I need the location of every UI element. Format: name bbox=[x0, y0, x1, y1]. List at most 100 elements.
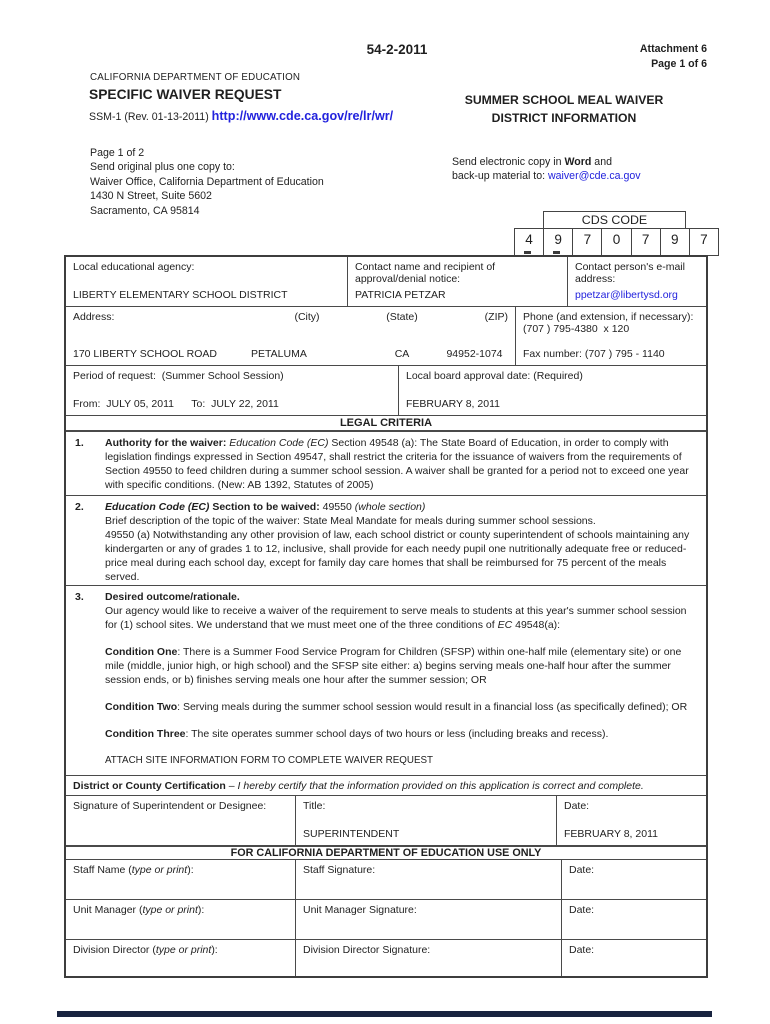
address-values: 170 LIBERTY SCHOOL ROAD PETALUMA CA 9495… bbox=[73, 348, 508, 360]
electronic-copy-instructions: Send electronic copy in Word and back-up… bbox=[452, 155, 641, 184]
title-cell: Title: SUPERINTENDENT bbox=[295, 796, 556, 845]
unit-manager-date-label: Date: bbox=[569, 904, 595, 916]
cds-digit-5: 7 bbox=[630, 229, 660, 255]
board-approval-value: FEBRUARY 8, 2011 bbox=[406, 398, 500, 410]
unit-manager-label: Unit Manager (type or print): bbox=[73, 904, 205, 916]
document-number: 54-2-2011 bbox=[366, 42, 428, 57]
staff-name-label: Staff Name (type or print): bbox=[73, 864, 194, 876]
legal-item-1: 1. Authority for the waiver: Education C… bbox=[66, 432, 706, 495]
lea-cell: Local educational agency: LIBERTY ELEMEN… bbox=[66, 257, 347, 306]
cds-code-header: CDS CODE bbox=[543, 211, 686, 229]
cds-digit-2: 9 bbox=[543, 229, 572, 255]
contact-cell: Contact name and recipient of approval/d… bbox=[347, 257, 567, 306]
address-label: Address: bbox=[73, 311, 115, 323]
backup-material-label: back-up material to: bbox=[452, 170, 548, 183]
attach-site-note: ATTACH SITE INFORMATION FORM TO COMPLETE… bbox=[105, 755, 434, 766]
electronic-copy-line1: Send electronic copy in Word and bbox=[452, 156, 612, 168]
cds-clipped-digit-fragment bbox=[524, 251, 531, 254]
condition-two: Condition Two: Serving meals during the … bbox=[105, 701, 688, 713]
staff-signature-label: Staff Signature: bbox=[303, 864, 376, 876]
legal-item-2: 2. Education Code (EC) Section to be wai… bbox=[66, 495, 706, 585]
item-1-text: Authority for the waiver: Education Code… bbox=[105, 437, 689, 491]
signature-date-label: Date: bbox=[564, 800, 590, 812]
mailing-instructions: Page 1 of 2 Send original plus one copy … bbox=[90, 146, 324, 218]
period-label: Period of request: (Summer School Sessio… bbox=[73, 370, 284, 382]
email-label: Contact person's e-mail address: bbox=[575, 261, 685, 285]
page-separator-bar bbox=[57, 1011, 712, 1017]
cde-waiver-url-link[interactable]: http://www.cde.ca.gov/re/lr/wr/ bbox=[211, 109, 394, 123]
phone-label: Phone (and extension, if necessary): bbox=[523, 311, 694, 323]
form-title: SPECIFIC WAIVER REQUEST bbox=[89, 87, 282, 102]
page-note: Page 1 of 2 bbox=[90, 147, 145, 159]
waiver-email-link[interactable]: waiver@cde.ca.gov bbox=[547, 170, 641, 183]
certification-row: District or County Certification – I her… bbox=[66, 775, 706, 795]
item-3-paragraph: Our agency would like to receive a waive… bbox=[105, 605, 687, 631]
item-3-heading: Desired outcome/rationale. bbox=[105, 591, 240, 603]
form-subject-line1: SUMMER SCHOOL MEAL WAIVER bbox=[464, 93, 664, 107]
phone-value: (707 ) 795-4380 x 120 bbox=[523, 323, 630, 335]
cds-digit-4: 0 bbox=[601, 229, 630, 255]
zip-value: 94952-1074 bbox=[446, 348, 503, 360]
department-name: CALIFORNIA DEPARTMENT OF EDUCATION bbox=[90, 72, 301, 83]
cds-code-boxes: 4 9 7 0 7 9 7 bbox=[514, 228, 719, 256]
zip-label: (ZIP) bbox=[484, 311, 508, 323]
email-cell: Contact person's e-mail address: ppetzar… bbox=[567, 257, 706, 306]
item-3-number: 3. bbox=[75, 591, 84, 603]
period-value: From: JULY 05, 2011 To: JULY 22, 2011 bbox=[73, 398, 279, 410]
form-subject-line2: DISTRICT INFORMATION bbox=[491, 111, 637, 125]
page-count-label: Page 1 of 6 bbox=[651, 58, 707, 70]
title-label: Title: bbox=[303, 800, 326, 812]
lea-label: Local educational agency: bbox=[73, 261, 195, 273]
division-director-row: Division Director (type or print): Divis… bbox=[66, 939, 706, 976]
lea-value: LIBERTY ELEMENTARY SCHOOL DISTRICT bbox=[73, 289, 288, 301]
superintendent-signature-label: Signature of Superintendent or Designee: bbox=[73, 800, 267, 812]
period-cell: Period of request: (Summer School Sessio… bbox=[66, 366, 398, 415]
address-value: 170 LIBERTY SCHOOL ROAD bbox=[73, 348, 217, 360]
unit-manager-signature-cell: Unit Manager Signature: bbox=[295, 900, 561, 939]
unit-manager-row: Unit Manager (type or print): Unit Manag… bbox=[66, 899, 706, 939]
attachment-info: Attachment 6 Page 1 of 6 bbox=[640, 42, 707, 72]
superintendent-signature-row: Signature of Superintendent or Designee:… bbox=[66, 795, 706, 845]
division-director-signature-cell: Division Director Signature: bbox=[295, 940, 561, 976]
cds-digit-6: 9 bbox=[659, 229, 689, 255]
city-line: Sacramento, CA 95814 bbox=[90, 204, 200, 217]
address-row: Address: (City) (State) (ZIP) 170 LIBERT… bbox=[66, 306, 706, 365]
cds-digit-1: 4 bbox=[525, 232, 533, 247]
waiver-form-table: Local educational agency: LIBERTY ELEMEN… bbox=[64, 255, 708, 978]
item-2-text: Education Code (EC) Section to be waived… bbox=[105, 496, 706, 585]
street-line: 1430 N Street, Suite 5602 bbox=[90, 190, 212, 203]
title-value: SUPERINTENDENT bbox=[303, 828, 400, 840]
condition-one: Condition One: There is a Summer Food Se… bbox=[105, 646, 682, 686]
period-row: Period of request: (Summer School Sessio… bbox=[66, 365, 706, 415]
staff-date-label: Date: bbox=[569, 864, 595, 876]
signature-date-value: FEBRUARY 8, 2011 bbox=[564, 828, 658, 840]
agency-row: Local educational agency: LIBERTY ELEMEN… bbox=[66, 257, 706, 306]
state-value: CA bbox=[394, 348, 410, 360]
state-label: (State) bbox=[386, 311, 418, 323]
fax-value: Fax number: (707 ) 795 - 1140 bbox=[523, 348, 665, 360]
electronic-copy-line2: back-up material to: waiver@cde.ca.gov bbox=[452, 169, 641, 183]
unit-manager-signature-label: Unit Manager Signature: bbox=[303, 904, 417, 916]
cds-clipped-digit-fragment bbox=[553, 251, 560, 254]
division-director-date-cell: Date: bbox=[561, 940, 706, 976]
item-1-number: 1. bbox=[75, 437, 84, 449]
address-labels: Address: (City) (State) (ZIP) bbox=[73, 311, 508, 323]
item-3-text: Desired outcome/rationale. Our agency wo… bbox=[105, 586, 706, 775]
staff-signature-cell: Staff Signature: bbox=[295, 860, 561, 899]
item-2-line1: Brief description of the topic of the wa… bbox=[105, 515, 596, 527]
form-revision: SSM-1 (Rev. 01-13-2011) bbox=[89, 111, 212, 123]
board-approval-label: Local board approval date: (Required) bbox=[406, 370, 583, 382]
staff-date-cell: Date: bbox=[561, 860, 706, 899]
contact-email-link[interactable]: ppetzar@libertysd.org bbox=[575, 289, 678, 301]
cde-use-only-band: FOR CALIFORNIA DEPARTMENT OF EDUCATION U… bbox=[66, 845, 706, 859]
address-cell: Address: (City) (State) (ZIP) 170 LIBERT… bbox=[66, 307, 515, 365]
division-director-label: Division Director (type or print): bbox=[73, 944, 218, 956]
legal-criteria-band: LEGAL CRITERIA bbox=[66, 415, 706, 432]
unit-manager-date-cell: Date: bbox=[561, 900, 706, 939]
superintendent-signature-cell: Signature of Superintendent or Designee: bbox=[66, 796, 295, 845]
legal-item-3: 3. Desired outcome/rationale. Our agency… bbox=[66, 585, 706, 775]
send-original-label: Send original plus one copy to: bbox=[90, 161, 235, 174]
contact-label: Contact name and recipient of approval/d… bbox=[355, 261, 496, 285]
form-revision-line: SSM-1 (Rev. 01-13-2011) http://www.cde.c… bbox=[89, 109, 393, 123]
waiver-office-line: Waiver Office, California Department of … bbox=[90, 175, 324, 188]
